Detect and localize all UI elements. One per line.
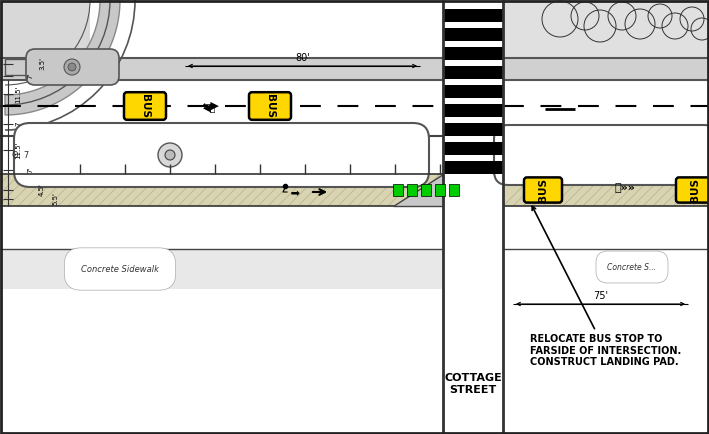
Bar: [503, 174, 709, 206]
Bar: [443, 9, 503, 22]
Text: BUS: BUS: [690, 178, 700, 202]
Bar: [449, 184, 459, 196]
Text: BUS: BUS: [140, 94, 150, 118]
Bar: [5, 59, 35, 75]
Text: RELOCATE BUS STOP TO
FARSIDE OF INTERSECTION.
CONSTRUCT LANDING PAD.: RELOCATE BUS STOP TO FARSIDE OF INTERSEC…: [530, 206, 681, 367]
Bar: [443, 142, 503, 155]
Text: BUS: BUS: [538, 178, 548, 202]
Text: 7': 7': [27, 73, 33, 79]
Polygon shape: [393, 174, 443, 206]
Text: 4.5': 4.5': [39, 184, 45, 197]
Text: BUS: BUS: [265, 94, 275, 118]
Bar: [443, 104, 503, 117]
Bar: [421, 184, 431, 196]
Text: 75': 75': [593, 291, 608, 301]
Circle shape: [158, 143, 182, 167]
Text: ⇐▶: ⇐▶: [201, 101, 219, 111]
FancyBboxPatch shape: [676, 178, 709, 203]
Text: 7: 7: [15, 122, 21, 126]
Bar: [393, 184, 403, 196]
Text: O  7: O 7: [12, 151, 29, 160]
Text: 80': 80': [295, 53, 310, 63]
Text: 11.5': 11.5': [15, 85, 21, 103]
Text: COTTAGE
STREET: COTTAGE STREET: [444, 373, 502, 395]
Polygon shape: [5, 0, 120, 115]
FancyBboxPatch shape: [14, 123, 429, 187]
Bar: [0, 249, 443, 289]
Text: 3.5': 3.5': [39, 57, 45, 70]
Bar: [443, 28, 503, 41]
Text: 5.5': 5.5': [52, 193, 58, 205]
Text: ⬅: ⬅: [290, 185, 300, 195]
Text: 7': 7': [27, 167, 33, 173]
Bar: [443, 161, 503, 174]
Bar: [407, 184, 417, 196]
Bar: [500, 0, 709, 74]
Bar: [0, 58, 443, 80]
Text: 11.5': 11.5': [15, 141, 21, 159]
Circle shape: [165, 150, 175, 160]
Bar: [443, 85, 503, 98]
FancyBboxPatch shape: [26, 49, 119, 85]
FancyBboxPatch shape: [494, 125, 709, 185]
Bar: [443, 0, 503, 434]
Text: Concrete Sidewalk: Concrete Sidewalk: [81, 264, 159, 273]
Circle shape: [68, 63, 76, 71]
Bar: [443, 47, 503, 60]
Bar: [503, 58, 709, 249]
Bar: [443, 123, 503, 136]
Bar: [435, 184, 445, 196]
FancyBboxPatch shape: [249, 92, 291, 120]
Bar: [503, 58, 709, 80]
FancyBboxPatch shape: [124, 92, 166, 120]
Text: Concrete S...: Concrete S...: [608, 263, 657, 272]
Bar: [0, 0, 90, 80]
Text: 🚲»»: 🚲»»: [615, 183, 635, 193]
Circle shape: [64, 59, 80, 75]
Text: ◀🚲: ◀🚲: [203, 102, 217, 112]
FancyBboxPatch shape: [524, 178, 562, 203]
Bar: [443, 66, 503, 79]
Bar: [0, 58, 443, 249]
Bar: [0, 174, 443, 206]
